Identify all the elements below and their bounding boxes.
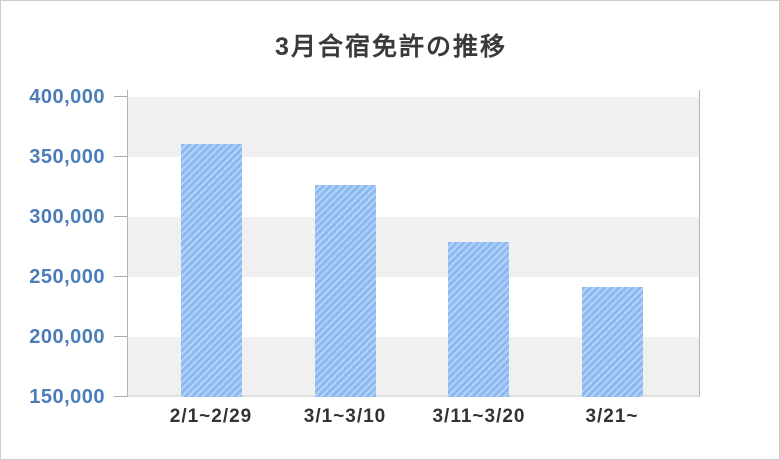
y-axis-tick-label: 350,000 [29, 146, 105, 168]
bar-period-2 [315, 185, 376, 397]
y-axis-tick-mark [114, 396, 127, 397]
bar-period-4 [582, 287, 643, 397]
bar-period-1 [181, 144, 242, 397]
x-axis-label: 3/11~3/20 [432, 406, 526, 427]
y-axis-tick-label: 400,000 [29, 86, 105, 108]
bar-period-3 [448, 242, 509, 397]
y-axis-tick-mark [114, 156, 127, 157]
chart-title: 3月合宿免許の推移 [275, 33, 507, 61]
y-axis-tick-label: 150,000 [29, 386, 105, 408]
plot-area [114, 90, 700, 397]
y-axis-tick-mark [114, 336, 127, 337]
y-axis-tick-label: 250,000 [29, 266, 105, 288]
plot-bottom-edge [128, 395, 699, 397]
y-axis-tick-mark [114, 96, 127, 97]
y-axis-tick-mark [114, 216, 127, 217]
y-axis-tick-label: 200,000 [29, 326, 105, 348]
x-axis-label: 3/1~3/10 [303, 406, 387, 427]
y-axis-tick-label: 300,000 [29, 206, 105, 228]
x-axis-label: 2/1~2/29 [169, 406, 253, 427]
y-axis-tick-mark [114, 276, 127, 277]
x-axis-label: 3/21~ [585, 406, 639, 427]
